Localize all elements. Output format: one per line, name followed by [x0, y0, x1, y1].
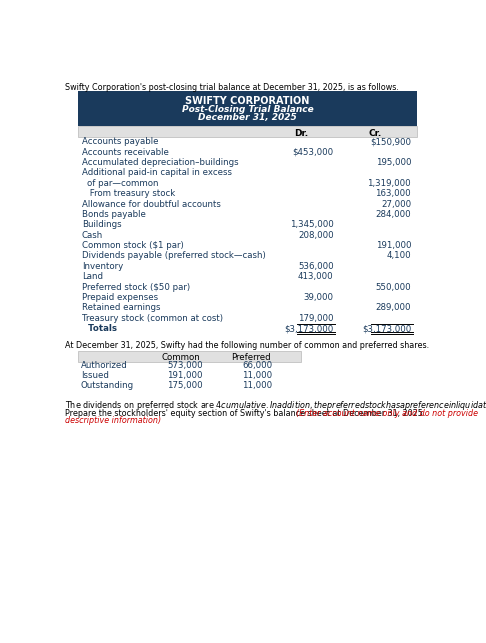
Text: $3,173,000: $3,173,000 [362, 324, 411, 333]
Text: 163,000: 163,000 [375, 189, 411, 198]
Text: Bonds payable: Bonds payable [82, 210, 145, 219]
Text: Outstanding: Outstanding [81, 381, 134, 390]
Text: 195,000: 195,000 [376, 158, 411, 167]
Text: Common stock ($1 par): Common stock ($1 par) [82, 241, 183, 250]
Text: 66,000: 66,000 [242, 361, 272, 370]
Text: 413,000: 413,000 [298, 272, 333, 281]
Text: The dividends on preferred stock are $4 cumulative. In addition, the preferred s: The dividends on preferred stock are $4 … [65, 399, 486, 412]
Text: Dr.: Dr. [294, 129, 308, 138]
Text: Cash: Cash [82, 231, 103, 240]
Text: 27,000: 27,000 [381, 199, 411, 208]
Text: of par—common: of par—common [87, 179, 158, 188]
Text: Post-Closing Trial Balance: Post-Closing Trial Balance [182, 105, 313, 114]
Text: 1,319,000: 1,319,000 [367, 179, 411, 188]
Text: 175,000: 175,000 [167, 381, 203, 390]
Text: 179,000: 179,000 [298, 314, 333, 323]
Text: Allowance for doubtful accounts: Allowance for doubtful accounts [82, 199, 221, 208]
Text: 191,000: 191,000 [376, 241, 411, 250]
Text: $453,000: $453,000 [293, 147, 333, 156]
Text: Buildings: Buildings [82, 221, 122, 230]
Text: 573,000: 573,000 [167, 361, 203, 370]
Text: Common: Common [161, 353, 200, 362]
Text: Inventory: Inventory [82, 262, 123, 271]
Text: Additional paid-in capital in excess: Additional paid-in capital in excess [82, 168, 232, 177]
Text: Cr.: Cr. [368, 129, 381, 138]
Text: 284,000: 284,000 [375, 210, 411, 219]
FancyBboxPatch shape [78, 351, 301, 361]
Text: 39,000: 39,000 [304, 293, 333, 302]
Text: 536,000: 536,000 [298, 262, 333, 271]
Text: (Enter account name only and do not provide: (Enter account name only and do not prov… [295, 410, 478, 419]
Text: Totals: Totals [82, 324, 117, 333]
Text: At December 31, 2025, Swifty had the following number of common and preferred sh: At December 31, 2025, Swifty had the fol… [65, 341, 429, 350]
Text: 191,000: 191,000 [167, 372, 203, 381]
Text: Preferred: Preferred [231, 353, 270, 362]
Text: Prepaid expenses: Prepaid expenses [82, 293, 158, 302]
Text: 11,000: 11,000 [242, 372, 272, 381]
FancyBboxPatch shape [78, 127, 417, 137]
Text: Accumulated depreciation–buildings: Accumulated depreciation–buildings [82, 158, 238, 167]
FancyBboxPatch shape [78, 91, 417, 127]
Text: Retained earnings: Retained earnings [82, 303, 160, 312]
Text: Authorized: Authorized [81, 361, 128, 370]
Text: 11,000: 11,000 [242, 381, 272, 390]
Text: 289,000: 289,000 [376, 303, 411, 312]
Text: Accounts receivable: Accounts receivable [82, 147, 169, 156]
Text: Issued: Issued [81, 372, 109, 381]
Text: 208,000: 208,000 [298, 231, 333, 240]
Text: Accounts payable: Accounts payable [82, 137, 158, 146]
Text: Treasury stock (common at cost): Treasury stock (common at cost) [82, 314, 223, 323]
Text: December 31, 2025: December 31, 2025 [198, 113, 297, 122]
Text: Preferred stock ($50 par): Preferred stock ($50 par) [82, 283, 190, 292]
Text: Prepare the stockholders' equity section of Swifty's balance sheet at December 3: Prepare the stockholders' equity section… [65, 410, 428, 419]
Text: 550,000: 550,000 [375, 283, 411, 292]
Text: Swifty Corporation's post-closing trial balance at December 31, 2025, is as foll: Swifty Corporation's post-closing trial … [65, 82, 399, 91]
Text: Land: Land [82, 272, 103, 281]
Text: 1,345,000: 1,345,000 [290, 221, 333, 230]
Text: From treasury stock: From treasury stock [87, 189, 175, 198]
Text: $3,173,000: $3,173,000 [284, 324, 333, 333]
Text: SWIFTY CORPORATION: SWIFTY CORPORATION [185, 96, 310, 106]
Text: $150,900: $150,900 [370, 137, 411, 146]
Text: Dividends payable (preferred stock—cash): Dividends payable (preferred stock—cash) [82, 251, 265, 260]
Text: 4,100: 4,100 [386, 251, 411, 260]
Text: descriptive information): descriptive information) [65, 417, 161, 426]
